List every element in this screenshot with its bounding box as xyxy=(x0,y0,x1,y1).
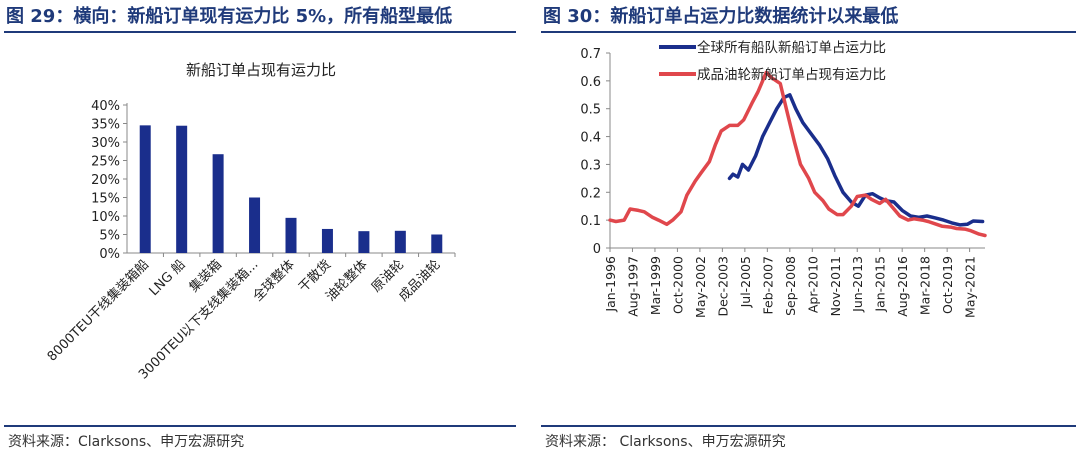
line-chart: 0 0.1 0.2 0.3 0.4 0.5 0.6 0.7 Jan-1996 Aug-1997 Ma… xyxy=(580,39,987,318)
y-tick-label: 20% xyxy=(91,173,120,188)
bar xyxy=(431,234,443,253)
x-tick-label: Nov-2011 xyxy=(828,256,843,316)
y-tick-label: 25% xyxy=(91,155,120,170)
source-note: 资料来源：Clarksons、申万宏源研究 xyxy=(8,434,245,450)
y-tick-label: 0% xyxy=(99,247,120,262)
source-rule xyxy=(541,425,1076,427)
x-tick-label: Aug-1997 xyxy=(625,256,640,317)
y-tick-label: 0.3 xyxy=(580,158,601,173)
source-rule xyxy=(4,425,516,427)
bar-chart: 新船订单占现有运力比 0% 5% 10% 15% 20% 25% 30% 35% 40% 8000… xyxy=(44,61,456,382)
x-tick-label: Apr-2010 xyxy=(805,256,820,313)
y-tick-label: 30% xyxy=(91,136,120,151)
bar xyxy=(394,230,406,253)
x-tick-label: Mar-1999 xyxy=(648,256,663,315)
x-tick-label: Mar-2018 xyxy=(918,256,933,315)
y-tick-label: 10% xyxy=(91,210,120,225)
x-tick-label: 8000TEU干线集装箱船 xyxy=(44,257,152,365)
y-tick-label: 0.7 xyxy=(580,47,601,62)
bar xyxy=(249,197,261,253)
legend-label: 成品油轮新船订单占现有运力比 xyxy=(697,67,886,83)
bar xyxy=(176,125,188,253)
x-tick-label: Aug-2016 xyxy=(895,256,910,317)
y-tick-label: 5% xyxy=(99,229,120,244)
bar xyxy=(358,231,370,253)
x-tick-label: Jan-2015 xyxy=(873,256,888,313)
x-tick-label: Jun-2013 xyxy=(850,256,865,313)
title-rule xyxy=(541,31,1076,33)
bar xyxy=(321,228,333,253)
x-tick-label: Sep-2008 xyxy=(783,256,798,316)
bar xyxy=(139,125,151,253)
title-rule xyxy=(4,31,516,33)
y-tick-label: 15% xyxy=(91,192,120,207)
x-tick-label: Jul-2005 xyxy=(738,256,753,308)
chart-title: 新船订单占现有运力比 xyxy=(186,61,336,79)
y-tick-label: 0.6 xyxy=(580,75,601,90)
x-tick-label: May-2021 xyxy=(963,256,978,318)
right-panel: 图 30：新船订单占运力比数据统计以来最低 0 0.1 0.2 0.3 0.4 0.5 0.… xyxy=(537,0,1080,455)
y-tick-label: 0.1 xyxy=(580,214,601,229)
x-tick-label: LNG 船 xyxy=(147,257,189,299)
y-tick-label: 0 xyxy=(593,242,601,257)
legend-label: 全球所有船队新船订单占运力比 xyxy=(697,39,886,56)
x-tick-label: Oct-2000 xyxy=(670,256,685,314)
y-tick-label: 0.4 xyxy=(580,131,601,146)
figure-title: 图 29：横向：新船订单现有运力比 5%，所有船型最低 xyxy=(6,6,453,27)
x-tick-label: Oct-2019 xyxy=(940,256,955,314)
bar xyxy=(212,154,224,253)
figure-title: 图 30：新船订单占运力比数据统计以来最低 xyxy=(543,6,899,27)
bar xyxy=(285,217,297,253)
x-tick-label: May-2002 xyxy=(693,256,708,318)
y-tick-label: 40% xyxy=(91,99,120,114)
y-tick-label: 0.5 xyxy=(580,103,601,118)
series-line xyxy=(727,93,985,227)
x-tick-label: Dec-2003 xyxy=(715,256,730,317)
source-note: 资料来源： Clarksons、申万宏源研究 xyxy=(545,434,786,450)
series-line xyxy=(608,70,987,238)
left-panel: 图 29：横向：新船订单现有运力比 5%，所有船型最低 新船订单占现有运力比 0… xyxy=(0,0,520,455)
x-tick-label: Feb-2007 xyxy=(760,256,775,314)
y-tick-label: 0.2 xyxy=(580,186,601,201)
x-tick-label: Jan-1996 xyxy=(603,256,618,313)
y-tick-label: 35% xyxy=(91,118,120,133)
